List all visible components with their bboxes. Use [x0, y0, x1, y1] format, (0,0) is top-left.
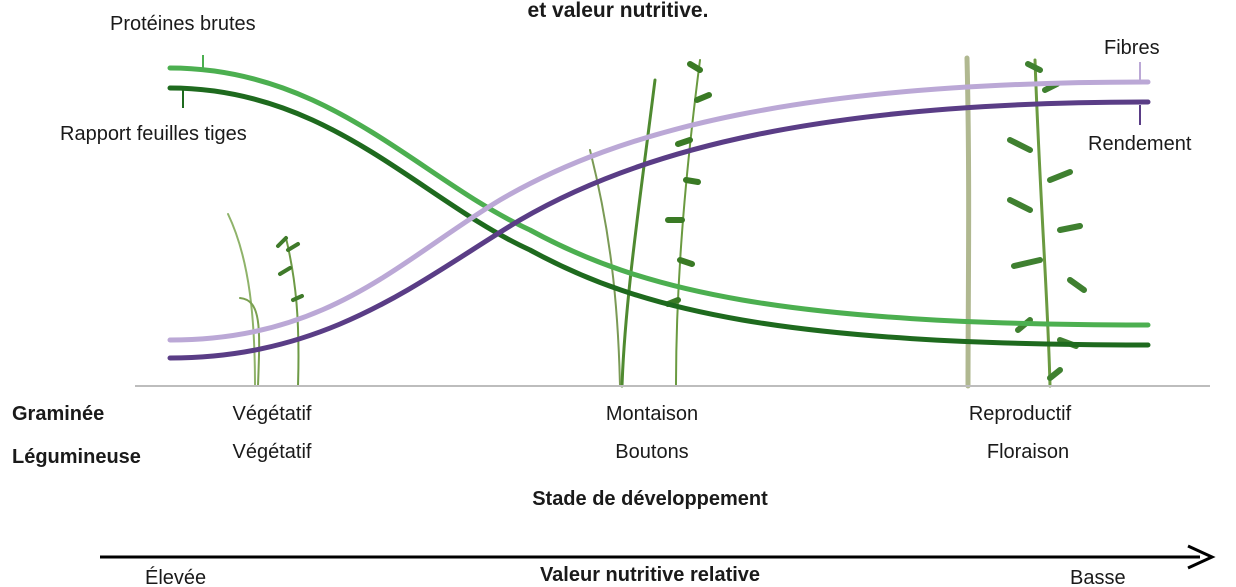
- row-label: Légumineuse: [12, 446, 141, 468]
- axis-label: Stade de développement: [532, 488, 768, 510]
- yield-curve: [170, 102, 1148, 358]
- axis-label: Valeur nutritive relative: [540, 564, 760, 586]
- diagram: et valeur nutritive. Protéines brutes Ra…: [0, 0, 1236, 587]
- curve-label: Protéines brutes: [110, 13, 256, 35]
- stage-label: Végétatif: [233, 441, 312, 463]
- stage-label: Montaison: [606, 403, 698, 425]
- scale-label: Élevée: [145, 566, 206, 587]
- leaf-stem-curve: [170, 88, 1148, 345]
- stage-label: Végétatif: [233, 403, 312, 425]
- curve-label: Rendement: [1088, 133, 1192, 155]
- stage-label: Boutons: [615, 441, 688, 463]
- title: et valeur nutritive.: [528, 0, 709, 22]
- stage-label: Floraison: [987, 441, 1069, 463]
- stage-label: Reproductif: [969, 403, 1072, 425]
- curve-label: Fibres: [1104, 37, 1160, 59]
- curve-label: Rapport feuilles tiges: [60, 123, 247, 145]
- row-label: Graminée: [12, 403, 104, 425]
- scale-label: Basse: [1070, 567, 1126, 587]
